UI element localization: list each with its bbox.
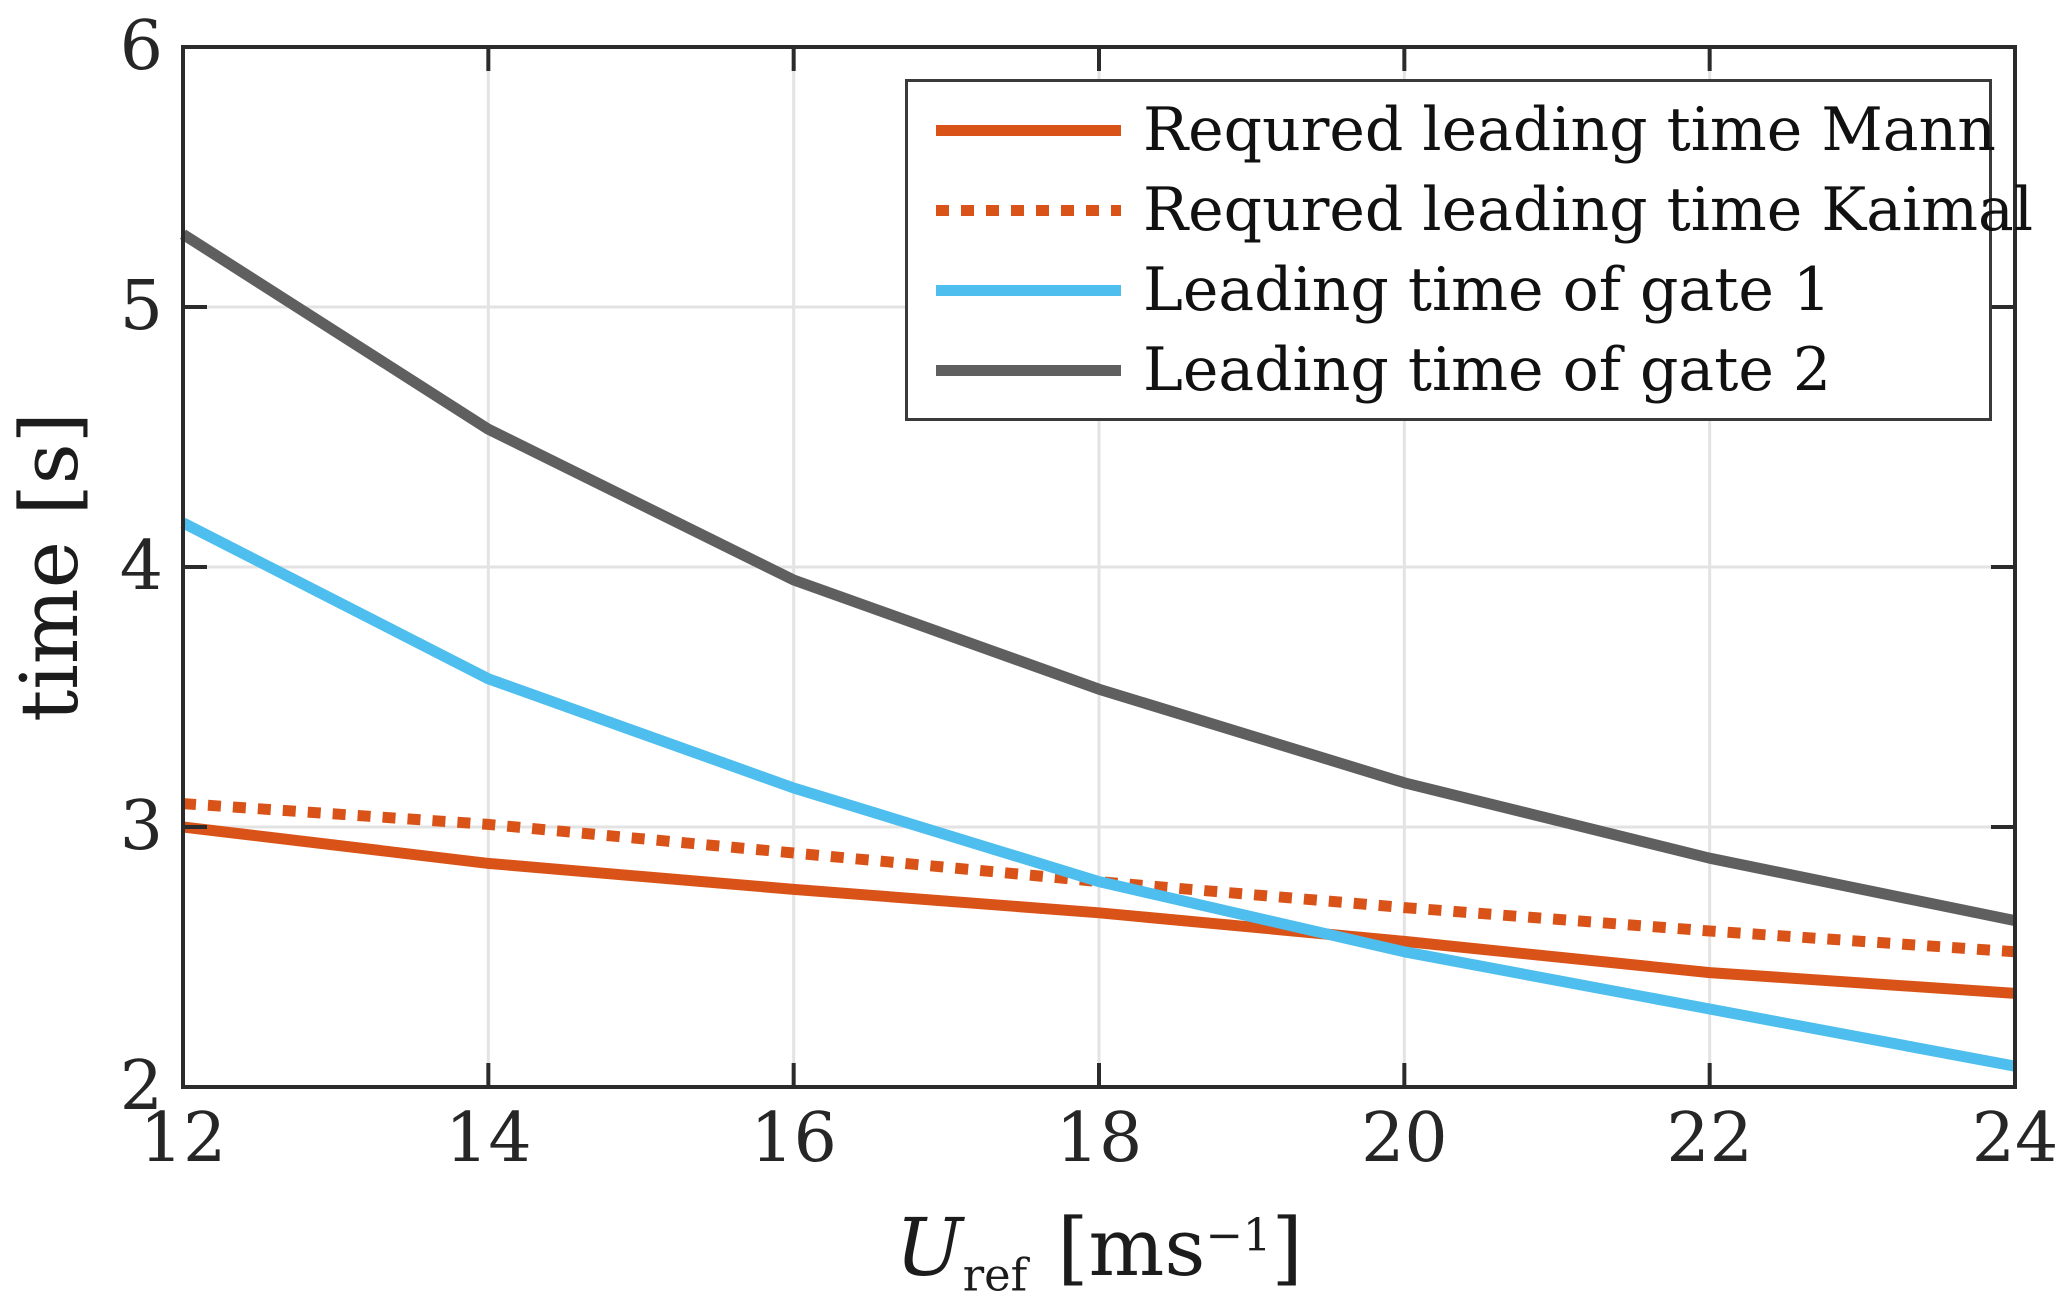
legend-entry-gate1: Leading time of gate 1 bbox=[908, 250, 1989, 330]
y-tick-label: 3 bbox=[119, 787, 163, 866]
x-axis-label-subscript: ref bbox=[962, 1248, 1028, 1302]
legend-line-sample-gate2 bbox=[936, 364, 1121, 376]
legend-line-sample-gate1 bbox=[936, 284, 1121, 296]
series-line-0 bbox=[182, 821, 2016, 999]
y-tick-label: 6 bbox=[119, 7, 163, 86]
y-tick-label: 4 bbox=[119, 527, 163, 606]
x-axis-label: Uref [ms−1] bbox=[895, 1208, 1302, 1298]
x-axis-label-unit-close: ] bbox=[1271, 1201, 1303, 1294]
x-tick-label: 22 bbox=[1666, 1099, 1753, 1178]
legend: Requred leading time Mann Requred leadin… bbox=[905, 79, 2033, 421]
y-tick-label: 5 bbox=[119, 267, 163, 346]
legend-line-sample-kaimal bbox=[936, 204, 1121, 216]
series-line-1 bbox=[182, 798, 2016, 958]
x-tick-label: 24 bbox=[1971, 1099, 2059, 1178]
x-tick-label: 18 bbox=[1055, 1099, 1143, 1178]
legend-label-gate2: Leading time of gate 2 bbox=[1143, 335, 1832, 405]
legend-entry-mann: Requred leading time Mann bbox=[908, 90, 1996, 170]
legend-label-kaimal: Requred leading time Kaimal bbox=[1143, 175, 2034, 245]
x-tick-label: 20 bbox=[1361, 1099, 1448, 1178]
y-axis-label: time [s] bbox=[3, 412, 96, 722]
legend-label-gate1: Leading time of gate 1 bbox=[1143, 255, 1832, 325]
x-tick-label: 12 bbox=[139, 1099, 227, 1178]
x-axis-label-exponent: −1 bbox=[1205, 1208, 1272, 1262]
x-tick-label: 14 bbox=[445, 1099, 532, 1178]
series-line-3 bbox=[180, 229, 2017, 926]
x-axis-label-unit-open: [ms bbox=[1057, 1201, 1206, 1294]
series-line-2 bbox=[180, 517, 2017, 1072]
x-axis-label-variable: U bbox=[895, 1201, 963, 1294]
legend-line-sample-mann bbox=[936, 124, 1121, 136]
legend-label-mann: Requred leading time Mann bbox=[1143, 95, 1996, 165]
legend-entry-kaimal: Requred leading time Kaimal bbox=[908, 170, 2033, 250]
x-tick-label: 16 bbox=[750, 1099, 837, 1178]
y-tick-label: 2 bbox=[119, 1047, 163, 1126]
legend-entry-gate2: Leading time of gate 2 bbox=[908, 330, 1989, 410]
